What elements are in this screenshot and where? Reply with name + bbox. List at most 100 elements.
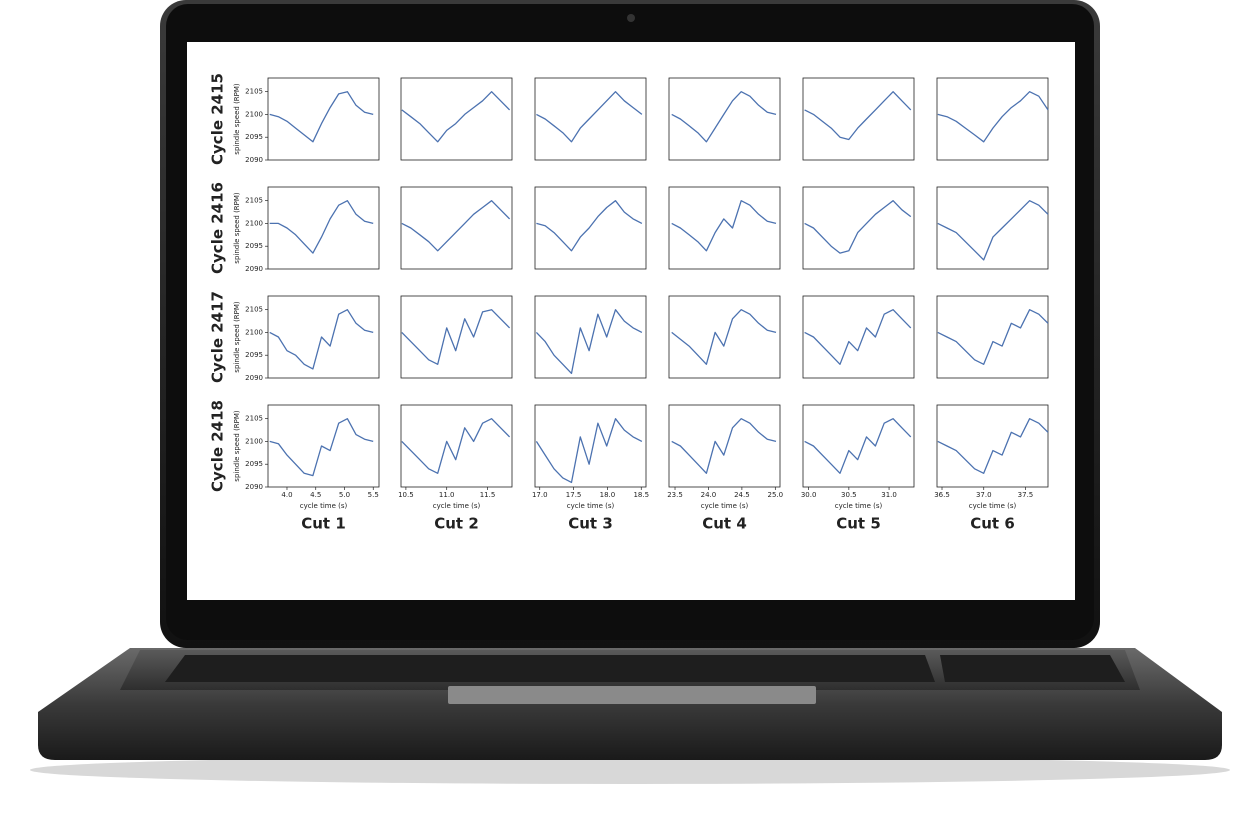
speed-line xyxy=(401,200,511,252)
plot-frame xyxy=(936,186,1049,270)
speed-line xyxy=(804,200,912,254)
x-tick-label: 30.5 xyxy=(841,491,857,499)
y-axis-label: spindle speed (RPM) xyxy=(233,83,241,155)
y-tick-label: 2095 xyxy=(245,351,263,359)
x-tick-label: 17.5 xyxy=(566,491,582,499)
plot-frame xyxy=(668,295,781,379)
speed-line xyxy=(269,200,374,254)
column-label: Cut 6 xyxy=(970,515,1015,533)
x-axis-label: cycle time (s) xyxy=(969,502,1017,510)
row-label: Cycle 2417 xyxy=(209,291,227,383)
speed-line xyxy=(937,91,1049,143)
plot-frame xyxy=(267,295,380,379)
row-label: Cycle 2416 xyxy=(209,182,227,274)
plot-frame xyxy=(267,186,380,270)
y-tick-label: 2105 xyxy=(245,88,263,96)
speed-line xyxy=(536,91,643,143)
x-tick-label: 18.5 xyxy=(633,491,649,499)
keyboard xyxy=(165,655,1125,682)
x-tick-label: 37.5 xyxy=(1018,491,1034,499)
x-tick-label: 31.0 xyxy=(881,491,897,499)
plot-frame xyxy=(936,77,1049,161)
webcam xyxy=(627,14,635,22)
speed-line xyxy=(269,418,374,477)
speed-line xyxy=(671,200,777,252)
speed-line xyxy=(671,91,777,143)
row-label: Cycle 2415 xyxy=(209,73,227,165)
x-tick-label: 24.5 xyxy=(734,491,750,499)
plot-frame xyxy=(534,186,647,270)
x-tick-label: 25.0 xyxy=(768,491,784,499)
speed-line xyxy=(671,418,777,474)
plot-frame xyxy=(400,295,513,379)
x-axis-label: cycle time (s) xyxy=(701,502,749,510)
speed-line xyxy=(937,309,1049,365)
x-tick-label: 36.5 xyxy=(934,491,950,499)
plot-frame xyxy=(267,77,380,161)
x-axis-label: cycle time (s) xyxy=(300,502,348,510)
y-tick-label: 2090 xyxy=(245,483,263,491)
speed-line xyxy=(804,309,912,365)
x-tick-label: 5.5 xyxy=(368,491,379,499)
touchpad xyxy=(448,686,816,704)
y-tick-label: 2100 xyxy=(245,328,263,336)
x-axis-label: cycle time (s) xyxy=(433,502,481,510)
x-tick-label: 23.5 xyxy=(667,491,683,499)
x-tick-label: 11.5 xyxy=(480,491,496,499)
y-tick-label: 2095 xyxy=(245,460,263,468)
speed-line xyxy=(937,418,1049,474)
x-tick-label: 5.0 xyxy=(339,491,350,499)
y-tick-label: 2100 xyxy=(245,219,263,227)
plot-frame xyxy=(668,404,781,488)
plot-frame xyxy=(400,186,513,270)
shadow xyxy=(30,756,1230,784)
y-axis-label: spindle speed (RPM) xyxy=(233,410,241,482)
y-tick-label: 2100 xyxy=(245,437,263,445)
column-label: Cut 3 xyxy=(568,515,613,533)
speed-line xyxy=(536,200,643,252)
plot-frame xyxy=(802,404,915,488)
y-axis-label: spindle speed (RPM) xyxy=(233,301,241,373)
plot-frame xyxy=(668,77,781,161)
x-tick-label: 37.0 xyxy=(976,491,992,499)
plot-frame xyxy=(534,77,647,161)
speed-line xyxy=(671,309,777,365)
x-axis-label: cycle time (s) xyxy=(835,502,883,510)
column-label: Cut 2 xyxy=(434,515,479,533)
plot-frame xyxy=(400,77,513,161)
plot-frame xyxy=(802,295,915,379)
column-label: Cut 1 xyxy=(301,515,346,533)
speed-line xyxy=(401,91,511,143)
y-tick-label: 2105 xyxy=(245,415,263,423)
x-axis-label: cycle time (s) xyxy=(567,502,615,510)
row-label: Cycle 2418 xyxy=(209,400,227,492)
column-label: Cut 5 xyxy=(836,515,881,533)
plot-frame xyxy=(936,295,1049,379)
plot-frame xyxy=(668,186,781,270)
speed-line xyxy=(269,91,374,143)
column-label: Cut 4 xyxy=(702,515,747,533)
speed-line xyxy=(804,418,912,474)
speed-line xyxy=(937,200,1049,261)
plot-frame xyxy=(534,404,647,488)
plot-frame xyxy=(936,404,1049,488)
plot-frame xyxy=(534,295,647,379)
plot-frame xyxy=(267,404,380,488)
y-tick-label: 2105 xyxy=(245,197,263,205)
x-tick-label: 4.0 xyxy=(281,491,292,499)
y-tick-label: 2090 xyxy=(245,156,263,164)
plot-frame xyxy=(802,186,915,270)
y-tick-label: 2095 xyxy=(245,133,263,141)
speed-line xyxy=(804,91,912,141)
speed-line xyxy=(401,418,511,474)
y-tick-label: 2090 xyxy=(245,374,263,382)
y-axis-label: spindle speed (RPM) xyxy=(233,192,241,264)
speed-line xyxy=(269,309,374,370)
x-tick-label: 17.0 xyxy=(532,491,548,499)
x-tick-label: 24.0 xyxy=(701,491,717,499)
x-tick-label: 18.0 xyxy=(600,491,616,499)
speed-line xyxy=(535,309,643,375)
x-tick-label: 4.5 xyxy=(310,491,321,499)
